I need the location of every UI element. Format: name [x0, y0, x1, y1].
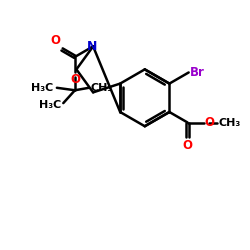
Text: Br: Br [190, 66, 205, 79]
Text: CH₃: CH₃ [91, 83, 113, 93]
Text: H₃C: H₃C [31, 83, 54, 93]
Text: O: O [204, 116, 214, 129]
Text: O: O [182, 138, 192, 151]
Text: N: N [87, 40, 97, 53]
Text: CH₃: CH₃ [218, 118, 241, 128]
Text: O: O [51, 34, 61, 48]
Text: H₃C: H₃C [38, 100, 61, 110]
Text: O: O [70, 73, 80, 86]
